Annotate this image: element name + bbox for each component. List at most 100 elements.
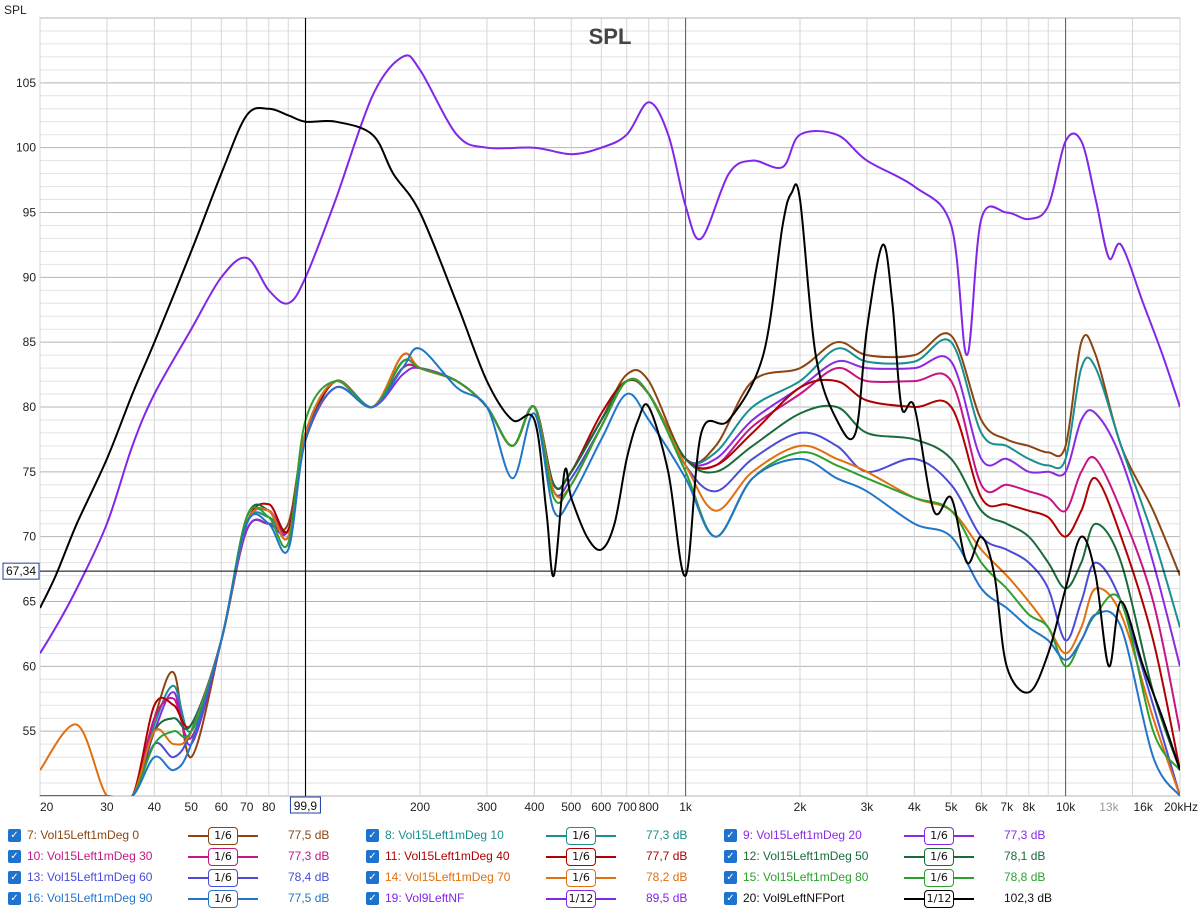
smoothing-label: 1/12 [566,890,596,908]
x-tick-label: 500 [561,800,581,814]
x-tick-label: 3k [861,800,875,814]
legend-item[interactable]: ✓ 11: Vol15Left1mDeg 40 1/6 77,7 dB [366,847,716,868]
series-visibility-checkbox[interactable]: ✓ [366,850,379,863]
y-tick-label: 75 [23,465,37,479]
smoothing-label: 1/6 [924,827,954,845]
x-tick-label: 5k [945,800,959,814]
series-name: 14: Vol15Left1mDeg 70 [385,870,511,884]
smoothing-selector[interactable]: 1/6 [188,889,258,909]
smoothing-label: 1/6 [566,827,596,845]
cursor[interactable]: 67,34 99,9 [2,18,1180,814]
y-tick-label: 60 [23,659,37,673]
x-tick-label: 6k [975,800,989,814]
series-name: 9: Vol15Left1mDeg 20 [743,828,862,842]
series-visibility-checkbox[interactable]: ✓ [8,871,21,884]
legend-item[interactable]: ✓ 8: Vol15Left1mDeg 10 1/6 77,3 dB [366,826,716,847]
legend-item[interactable]: ✓ 10: Vol15Left1mDeg 30 1/6 77,3 dB [8,847,358,868]
series-line-12 [40,106,1180,771]
series-level: 77,7 dB [646,849,688,863]
y-tick-label: 70 [23,530,37,544]
series-level: 78,8 dB [1004,870,1046,884]
legend-item[interactable]: ✓ 13: Vol15Left1mDeg 60 1/6 78,4 dB [8,868,358,889]
smoothing-label: 1/6 [924,848,954,866]
series-level: 78,2 dB [646,870,688,884]
x-tick-label: 300 [477,800,497,814]
smoothing-label: 1/6 [208,827,238,845]
y-tick-label: 105 [16,76,36,90]
smoothing-selector[interactable]: 1/6 [546,826,616,846]
smoothing-selector[interactable]: 1/6 [546,868,616,888]
legend-item[interactable]: ✓ 16: Vol15Left1mDeg 90 1/6 77,5 dB [8,889,358,910]
smoothing-selector[interactable]: 1/12 [904,889,974,909]
x-tick-label: 4k [908,800,922,814]
smoothing-selector[interactable]: 1/6 [904,868,974,888]
series-visibility-checkbox[interactable]: ✓ [366,829,379,842]
series-visibility-checkbox[interactable]: ✓ [8,892,21,905]
x-tick-label: 16k [1133,800,1153,814]
y-axis-label: SPL [4,3,27,17]
legend-item[interactable]: ✓ 20: Vol9LeftNFPort 1/12 102,3 dB [724,889,1074,910]
smoothing-selector[interactable]: 1/6 [904,826,974,846]
grid [39,17,1181,797]
x-tick-label: 800 [639,800,659,814]
series-visibility-checkbox[interactable]: ✓ [8,850,21,863]
series-line-11 [40,54,1180,654]
series-level: 77,5 dB [288,828,330,842]
cursor-x-readout-box [289,796,321,814]
series-layer [40,54,1180,796]
x-tick-label: 400 [524,800,544,814]
smoothing-selector[interactable]: 1/6 [188,847,258,867]
smoothing-label: 1/6 [566,848,596,866]
smoothing-label: 1/6 [566,869,596,887]
x-tick-label: 700 [617,800,637,814]
smoothing-label: 1/6 [208,890,238,908]
series-level: 89,5 dB [646,891,688,905]
series-level: 77,3 dB [288,849,330,863]
y-tick-label: 65 [23,595,37,609]
legend: ✓ 7: Vol15Left1mDeg 0 1/6 77,5 dB ✓ 8: Vol15L… [0,826,1200,910]
series-visibility-checkbox[interactable]: ✓ [724,850,737,863]
chart-title: SPL [589,24,632,49]
series-visibility-checkbox[interactable]: ✓ [724,871,737,884]
x-tick-label: 70 [240,800,254,814]
smoothing-label: 1/12 [924,890,954,908]
cursor-x-readout: 99,9 [294,799,318,813]
x-tick-label: 40 [148,800,162,814]
tick-labels: 55 60 65 70 75 80 85 90 95 100 105 20 30 40 50 60 70 80 20… [16,76,1198,814]
legend-item[interactable]: ✓ 19: Vol9LeftNF 1/12 89,5 dB [366,889,716,910]
smoothing-selector[interactable]: 1/6 [188,826,258,846]
series-visibility-checkbox[interactable]: ✓ [724,892,737,905]
smoothing-label: 1/6 [924,869,954,887]
x-tick-label: 10k [1056,800,1076,814]
x-tick-label: 20kHz [1164,800,1198,814]
x-tick-label: 2k [794,800,808,814]
x-tick-label: 7k [1000,800,1014,814]
series-visibility-checkbox[interactable]: ✓ [366,892,379,905]
smoothing-selector[interactable]: 1/12 [546,889,616,909]
series-name: 10: Vol15Left1mDeg 30 [27,849,153,863]
smoothing-label: 1/6 [208,848,238,866]
series-line-10 [40,347,1180,796]
series-name: 20: Vol9LeftNFPort [743,891,845,905]
smoothing-selector[interactable]: 1/6 [904,847,974,867]
series-name: 8: Vol15Left1mDeg 10 [385,828,504,842]
legend-item[interactable]: ✓ 7: Vol15Left1mDeg 0 1/6 77,5 dB [8,826,358,847]
legend-item[interactable]: ✓ 15: Vol15Left1mDeg 80 1/6 78,8 dB [724,868,1074,889]
series-visibility-checkbox[interactable]: ✓ [366,871,379,884]
legend-item[interactable]: ✓ 9: Vol15Left1mDeg 20 1/6 77,3 dB [724,826,1074,847]
legend-item[interactable]: ✓ 12: Vol15Left1mDeg 50 1/6 78,1 dB [724,847,1074,868]
x-tick-label: 60 [215,800,229,814]
series-visibility-checkbox[interactable]: ✓ [724,829,737,842]
y-tick-label: 95 [23,206,37,220]
y-tick-label: 85 [23,335,37,349]
series-name: 13: Vol15Left1mDeg 60 [27,870,153,884]
legend-item[interactable]: ✓ 14: Vol15Left1mDeg 70 1/6 78,2 dB [366,868,716,889]
spl-chart: SPL 67,34 99,9 55 60 65 70 75 80 85 90 95 100 105 20… [2,3,1198,814]
x-tick-label: 30 [100,800,114,814]
smoothing-selector[interactable]: 1/6 [188,868,258,888]
series-level: 78,1 dB [1004,849,1046,863]
series-name: 12: Vol15Left1mDeg 50 [743,849,869,863]
smoothing-selector[interactable]: 1/6 [546,847,616,867]
x-tick-label: 600 [591,800,611,814]
series-visibility-checkbox[interactable]: ✓ [8,829,21,842]
